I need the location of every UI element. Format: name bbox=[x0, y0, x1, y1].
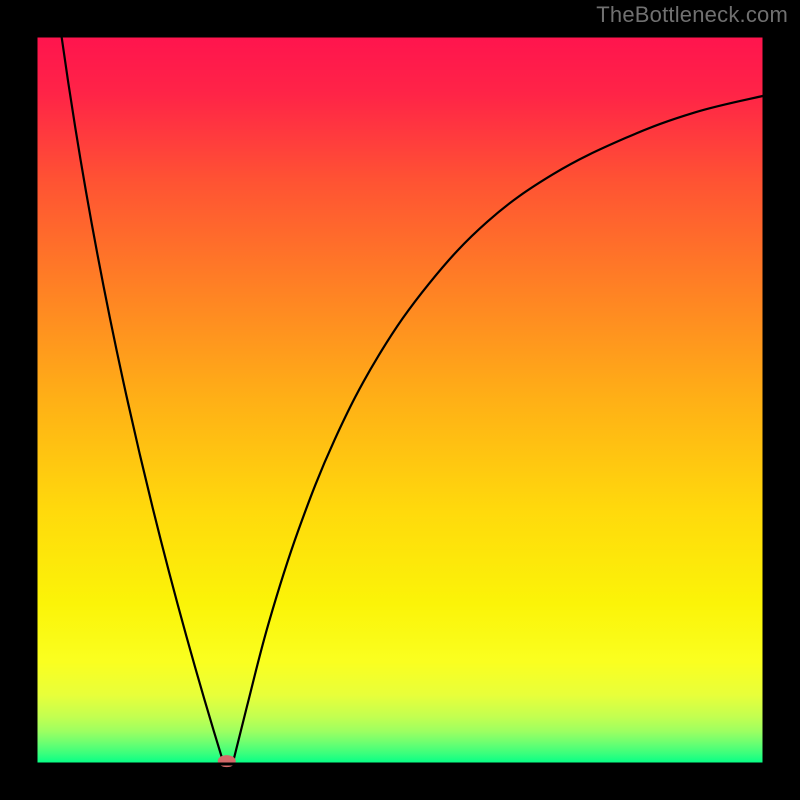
watermark-text: TheBottleneck.com bbox=[596, 2, 788, 28]
bottleneck-chart bbox=[0, 0, 800, 800]
gradient-background bbox=[36, 36, 764, 764]
